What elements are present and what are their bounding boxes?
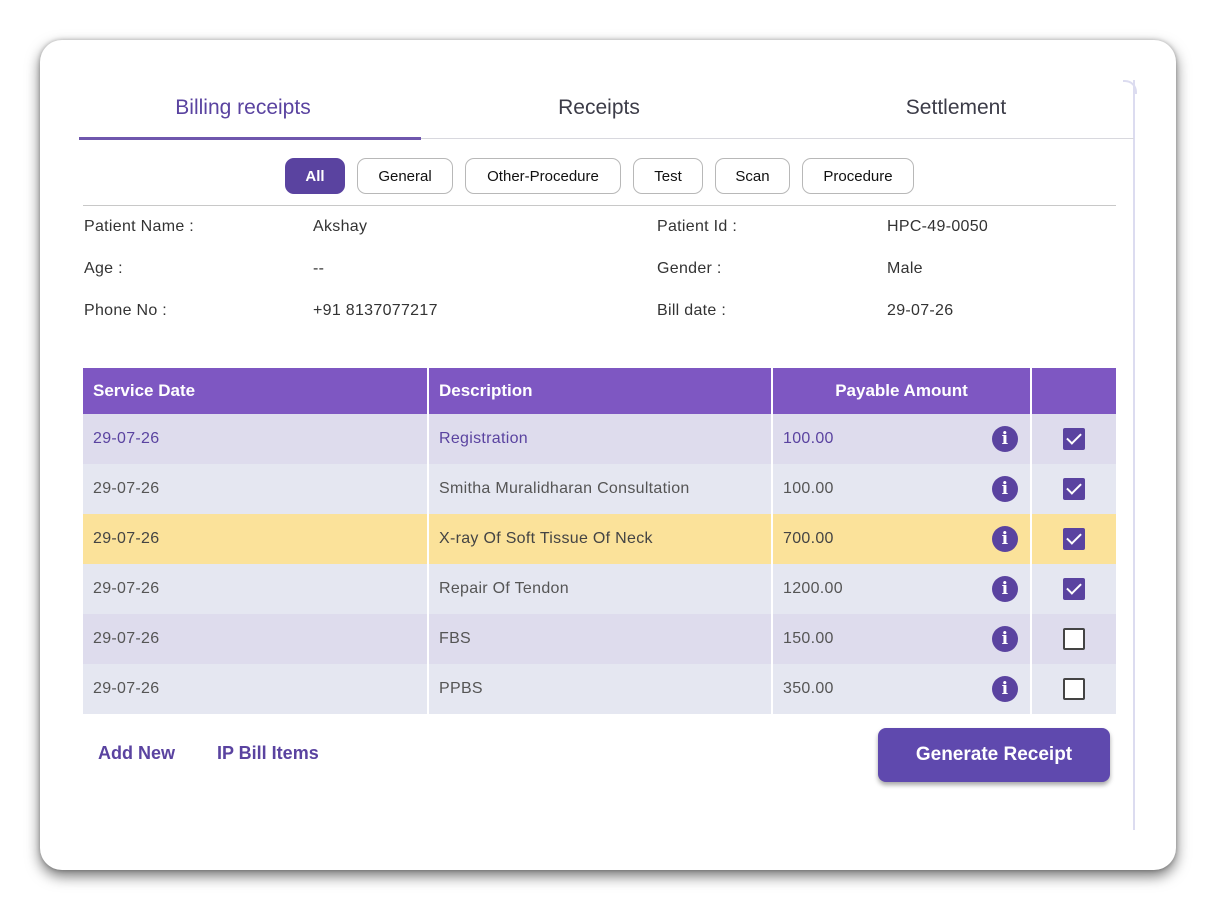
cell-service-date: 29-07-26: [83, 564, 429, 614]
info-icon[interactable]: i: [992, 676, 1018, 702]
panel-border: [1133, 80, 1135, 830]
table-row[interactable]: 29-07-26 X-ray Of Soft Tissue Of Neck 700.…: [83, 514, 1116, 564]
age-label: Age :: [84, 260, 123, 277]
cell-service-date: 29-07-26: [83, 414, 429, 464]
cell-select: [1031, 614, 1116, 664]
header-service-date: Service Date: [83, 368, 429, 414]
checkbox-unchecked[interactable]: [1063, 678, 1085, 700]
cell-select: [1031, 664, 1116, 714]
amount-value: 100.00: [783, 430, 834, 447]
filter-general[interactable]: General: [357, 158, 453, 194]
filter-other-procedure[interactable]: Other-Procedure: [465, 158, 621, 194]
cell-payable-amount: 700.00 i: [772, 514, 1032, 564]
cell-select: [1031, 514, 1116, 564]
bill-date-value: 29-07-26: [887, 302, 954, 319]
cell-payable-amount: 150.00 i: [772, 614, 1032, 664]
info-icon[interactable]: i: [992, 426, 1018, 452]
table-header-row: Service Date Description Payable Amount: [83, 368, 1116, 414]
checkbox-checked[interactable]: [1063, 578, 1085, 600]
info-icon[interactable]: i: [992, 626, 1018, 652]
header-select: [1031, 368, 1116, 414]
checkbox-checked[interactable]: [1063, 428, 1085, 450]
tab-billing-receipts[interactable]: Billing receipts: [175, 96, 311, 119]
tab-bar: Billing receipts Receipts Settlement: [79, 80, 1134, 140]
cell-select: [1031, 414, 1116, 464]
info-icon[interactable]: i: [992, 526, 1018, 552]
cell-select: [1031, 464, 1116, 514]
cell-payable-amount: 1200.00 i: [772, 564, 1032, 614]
header-payable-amount: Payable Amount: [772, 368, 1032, 414]
filter-all[interactable]: All: [285, 158, 345, 194]
filter-test[interactable]: Test: [633, 158, 703, 194]
cell-payable-amount: 100.00 i: [772, 464, 1032, 514]
filters-divider: [83, 205, 1116, 206]
gender-value: Male: [887, 260, 923, 277]
patient-name-label: Patient Name :: [84, 218, 195, 235]
patient-id-label: Patient Id :: [657, 218, 738, 235]
tabs-divider: [79, 138, 1134, 139]
panel-corner: [1123, 80, 1137, 94]
amount-value: 350.00: [783, 680, 834, 697]
checkbox-checked[interactable]: [1063, 528, 1085, 550]
cell-service-date: 29-07-26: [83, 614, 429, 664]
cell-description: PPBS: [428, 664, 773, 714]
cell-description: X-ray Of Soft Tissue Of Neck: [428, 514, 773, 564]
add-new-button[interactable]: Add New: [98, 743, 176, 763]
filter-chips: All General Other-Procedure Test Scan Pr…: [0, 158, 1216, 196]
amount-value: 1200.00: [783, 580, 843, 597]
table-row[interactable]: 29-07-26 Registration 100.00 i: [83, 414, 1116, 464]
checkbox-checked[interactable]: [1063, 478, 1085, 500]
table-row[interactable]: 29-07-26 Repair Of Tendon 1200.00 i: [83, 564, 1116, 614]
phone-value: +91 8137077217: [313, 302, 438, 319]
amount-value: 700.00: [783, 530, 834, 547]
amount-value: 100.00: [783, 480, 834, 497]
info-icon[interactable]: i: [992, 476, 1018, 502]
cell-service-date: 29-07-26: [83, 514, 429, 564]
cell-payable-amount: 350.00 i: [772, 664, 1032, 714]
checkbox-unchecked[interactable]: [1063, 628, 1085, 650]
cell-select: [1031, 564, 1116, 614]
cell-description: Registration: [428, 414, 773, 464]
cell-description: Smitha Muralidharan Consultation: [428, 464, 773, 514]
amount-value: 150.00: [783, 630, 834, 647]
generate-receipt-button[interactable]: Generate Receipt: [878, 728, 1110, 782]
table-row[interactable]: 29-07-26 Smitha Muralidharan Consultation…: [83, 464, 1116, 514]
table-row[interactable]: 29-07-26 PPBS 350.00 i: [83, 664, 1116, 714]
header-description: Description: [428, 368, 773, 414]
filter-procedure[interactable]: Procedure: [802, 158, 914, 194]
cell-service-date: 29-07-26: [83, 464, 429, 514]
age-value: --: [313, 260, 325, 277]
ip-bill-items-button[interactable]: IP Bill Items: [217, 743, 319, 763]
phone-label: Phone No :: [84, 302, 168, 319]
active-tab-indicator: [79, 137, 421, 140]
services-table: Service Date Description Payable Amount …: [83, 368, 1116, 714]
bill-date-label: Bill date :: [657, 302, 727, 319]
tab-receipts[interactable]: Receipts: [558, 96, 640, 119]
patient-name-value: Akshay: [313, 218, 368, 235]
table-row[interactable]: 29-07-26 FBS 150.00 i: [83, 614, 1116, 664]
tab-settlement[interactable]: Settlement: [905, 96, 1007, 119]
cell-description: FBS: [428, 614, 773, 664]
gender-label: Gender :: [657, 260, 722, 277]
info-icon[interactable]: i: [992, 576, 1018, 602]
cell-description: Repair Of Tendon: [428, 564, 773, 614]
cell-service-date: 29-07-26: [83, 664, 429, 714]
filter-scan[interactable]: Scan: [715, 158, 790, 194]
cell-payable-amount: 100.00 i: [772, 414, 1032, 464]
patient-id-value: HPC-49-0050: [887, 218, 989, 235]
